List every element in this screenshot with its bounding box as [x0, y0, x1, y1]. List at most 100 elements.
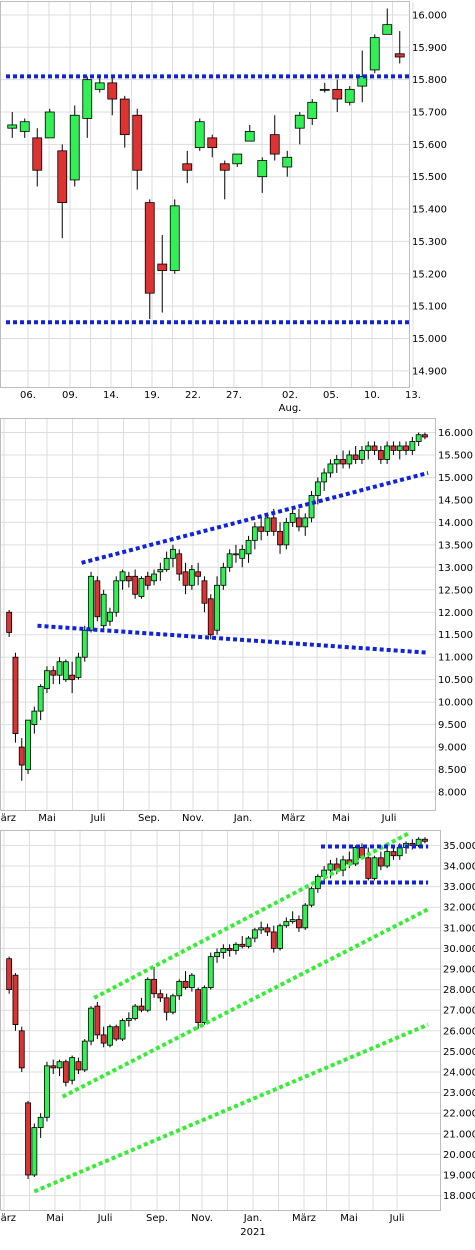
- candle-body-down: [377, 450, 384, 460]
- candle-body-up: [214, 584, 220, 631]
- candle: [409, 436, 416, 455]
- candle: [69, 661, 76, 694]
- candle-body-up: [308, 888, 315, 906]
- candle-body-up: [277, 925, 283, 949]
- candle-body-up: [415, 434, 422, 442]
- candle: [182, 971, 189, 990]
- candle: [44, 666, 50, 694]
- candle-body-up: [94, 82, 105, 90]
- candle: [207, 594, 214, 640]
- candle: [377, 851, 384, 871]
- candle: [94, 576, 101, 622]
- candle-body-down: [195, 571, 202, 577]
- candle: [125, 1012, 132, 1027]
- candle-body-up: [220, 948, 227, 953]
- candle: [415, 432, 422, 446]
- candle: [81, 625, 88, 662]
- candle: [352, 445, 359, 464]
- candle: [244, 124, 255, 142]
- candle-body-up: [359, 450, 365, 460]
- candle: [195, 987, 202, 1029]
- candle: [44, 108, 55, 139]
- x-tick-label: 19.: [144, 390, 160, 401]
- candle-body-up: [31, 1127, 38, 1176]
- candle: [195, 562, 202, 586]
- candle: [125, 571, 132, 588]
- candle-body-up: [369, 37, 380, 71]
- candle-body-up: [81, 629, 88, 658]
- candle: [50, 1059, 57, 1075]
- y-tick-label: 9.500: [438, 720, 467, 731]
- x-axis: März Mai Juli Sep. Nov. Jan. März Mai Juli 2021: [0, 1213, 404, 1238]
- candle-body-up: [119, 1020, 126, 1040]
- x-tick-label: März: [0, 813, 16, 824]
- candle: [289, 911, 296, 924]
- candle-body-up: [44, 1065, 50, 1118]
- candle-body-up: [107, 1026, 113, 1046]
- y-tick-label: 33.000: [443, 882, 475, 893]
- candle: [302, 903, 309, 930]
- y-tick-label: 25.000: [443, 1047, 475, 1058]
- candle-body-up: [302, 517, 309, 528]
- y-tick-label: 15.300: [412, 237, 447, 248]
- y-tick-label: 15.000: [438, 473, 473, 484]
- candle-body-down: [207, 598, 214, 636]
- green-dotted-line: [33, 1022, 429, 1194]
- candle-body-up: [257, 160, 268, 178]
- y-axis: 16.000 15.900 15.800 15.700 15.600 15.500 15.4…: [412, 10, 447, 377]
- candle-body-down: [138, 1005, 145, 1011]
- candle-body-up: [340, 859, 346, 871]
- x-tick-label: März: [281, 813, 305, 824]
- candle-body-up: [251, 929, 258, 939]
- y-tick-label: 34.000: [443, 862, 475, 873]
- candle-body-down: [6, 958, 13, 991]
- candle-body-down: [100, 1034, 107, 1044]
- candle: [151, 966, 157, 998]
- x-tick-label: Nov.: [182, 813, 204, 824]
- y-tick-label: 15.700: [412, 108, 447, 119]
- candle: [384, 847, 391, 869]
- x-tick-label: Sep.: [146, 1213, 168, 1224]
- y-tick-label: 31.000: [443, 923, 475, 934]
- y-tick-label: 18.000: [443, 1191, 475, 1202]
- candle-body-up: [396, 445, 403, 451]
- candle-body-down: [270, 517, 277, 532]
- candle-body-up: [415, 838, 422, 846]
- candle: [394, 31, 405, 64]
- candle: [283, 517, 290, 550]
- y-tick-label: 14.000: [438, 518, 473, 529]
- candle-body-up: [75, 656, 82, 678]
- trend-lines: [33, 831, 430, 1194]
- candle-body-up: [56, 661, 63, 676]
- x-tick-label: Mai: [332, 813, 350, 824]
- candle: [62, 1059, 69, 1087]
- candle-body-down: [277, 530, 283, 546]
- candle-body-up: [264, 517, 271, 532]
- candle-body-up: [239, 548, 246, 559]
- candle-body-up: [245, 937, 252, 947]
- candle: [82, 76, 93, 138]
- candles: [6, 432, 428, 781]
- candle: [277, 923, 283, 951]
- candle: [226, 944, 233, 957]
- candle: [257, 157, 268, 193]
- candle: [307, 99, 318, 125]
- candle: [119, 95, 130, 148]
- candle: [107, 76, 118, 116]
- candle: [100, 589, 107, 631]
- candle-body-up: [138, 578, 145, 597]
- candle: [18, 1026, 25, 1072]
- candle-body-down: [239, 943, 246, 947]
- y-tick-label: 27.000: [443, 1006, 475, 1017]
- candle: [37, 684, 44, 721]
- candle-body-up: [232, 153, 243, 165]
- x-tick-label: 05.: [323, 390, 339, 401]
- candle: [132, 569, 139, 599]
- candle-body-down: [12, 656, 19, 734]
- candle-body-down: [50, 670, 57, 676]
- x-tick-label: 09.: [62, 390, 78, 401]
- candle-body-up: [37, 686, 44, 712]
- candle-body-down: [151, 978, 157, 995]
- candle: [422, 837, 428, 844]
- candle-body-up: [294, 114, 305, 129]
